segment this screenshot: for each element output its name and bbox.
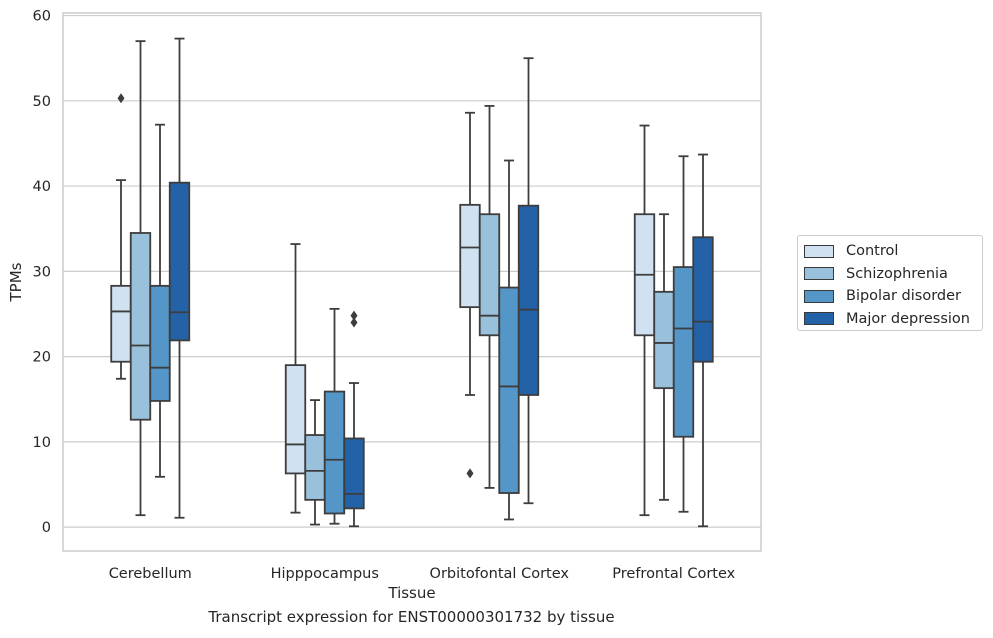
legend-item-0: Control [804, 240, 982, 263]
x-tick-label-2: Orbitofontal Cortex [430, 566, 570, 582]
y-tick-label-20: 20 [33, 350, 51, 366]
legend-swatch [804, 289, 834, 303]
legend-label: Bipolar disorder [846, 288, 961, 305]
box-iqr [323, 390, 346, 515]
outlier-point [466, 468, 474, 479]
legend-item-2: Bipolar disorder [804, 285, 982, 308]
legend-label: Schizophrenia [846, 265, 948, 282]
x-tick-labels: Cerebellum Hipppocampus Orbitofontal Corte… [109, 566, 736, 582]
outlier-point [350, 317, 358, 328]
legend-item-3: Major depression [804, 308, 982, 331]
box-iqr [168, 181, 191, 342]
boxes [110, 37, 714, 528]
box-iqr [149, 284, 171, 402]
outlier-point [117, 93, 125, 104]
box-2-2 [498, 159, 520, 521]
box-0-0 [110, 93, 132, 380]
y-axis-label: TPMs [7, 262, 25, 302]
x-tick-label-0: Cerebellum [109, 566, 192, 582]
box-3-2 [517, 57, 540, 505]
legend: Control Schizophrenia Bipolar disorder Majo… [797, 235, 983, 331]
box-iqr [459, 203, 481, 309]
box-0-3 [633, 124, 656, 517]
y-tick-labels: 0 10 20 30 40 50 60 [33, 9, 51, 537]
y-tick-label-50: 50 [33, 94, 51, 110]
x-tick-label-3: Prefrontal Cortex [612, 566, 735, 582]
box-iqr [284, 364, 307, 475]
y-tick-label-40: 40 [33, 179, 51, 195]
legend-item-1: Schizophrenia [804, 263, 982, 286]
gridlines [63, 14, 761, 528]
outlier-point [350, 310, 358, 321]
box-iqr [672, 266, 695, 438]
box-0-1 [284, 243, 307, 514]
y-tick-label-0: 0 [42, 520, 51, 536]
y-tick-label-60: 60 [33, 9, 51, 25]
box-2-0 [149, 123, 171, 478]
x-axis-label: Tissue [387, 584, 435, 602]
box-1-3 [653, 213, 675, 501]
box-iqr [304, 434, 326, 501]
box-iqr [110, 284, 132, 363]
box-iqr [129, 232, 152, 421]
box-iqr [498, 286, 520, 494]
box-1-2 [478, 105, 501, 489]
box-3-0 [168, 37, 191, 519]
plot-frame [62, 12, 762, 552]
box-1-0 [129, 40, 152, 517]
y-tick-label-30: 30 [33, 264, 51, 280]
y-tick-label-10: 10 [33, 435, 51, 451]
box-iqr [343, 437, 365, 510]
legend-label: Control [846, 243, 899, 260]
legend-swatch [804, 244, 834, 258]
legend-swatch [804, 267, 834, 281]
chart-caption: Transcript expression for ENST0000030173… [208, 608, 615, 626]
box-2-3 [672, 155, 695, 513]
box-1-1 [304, 399, 326, 526]
legend-label: Major depression [846, 310, 970, 327]
box-3-1 [343, 310, 365, 528]
box-iqr [653, 290, 675, 390]
box-3-3 [692, 153, 714, 528]
box-2-1 [323, 307, 346, 525]
x-tick-label-1: Hipppocampus [271, 566, 379, 582]
legend-swatch [804, 312, 834, 326]
box-0-2 [459, 111, 481, 479]
box-iqr [478, 213, 501, 337]
box-iqr [692, 236, 714, 363]
box-iqr [517, 204, 540, 396]
